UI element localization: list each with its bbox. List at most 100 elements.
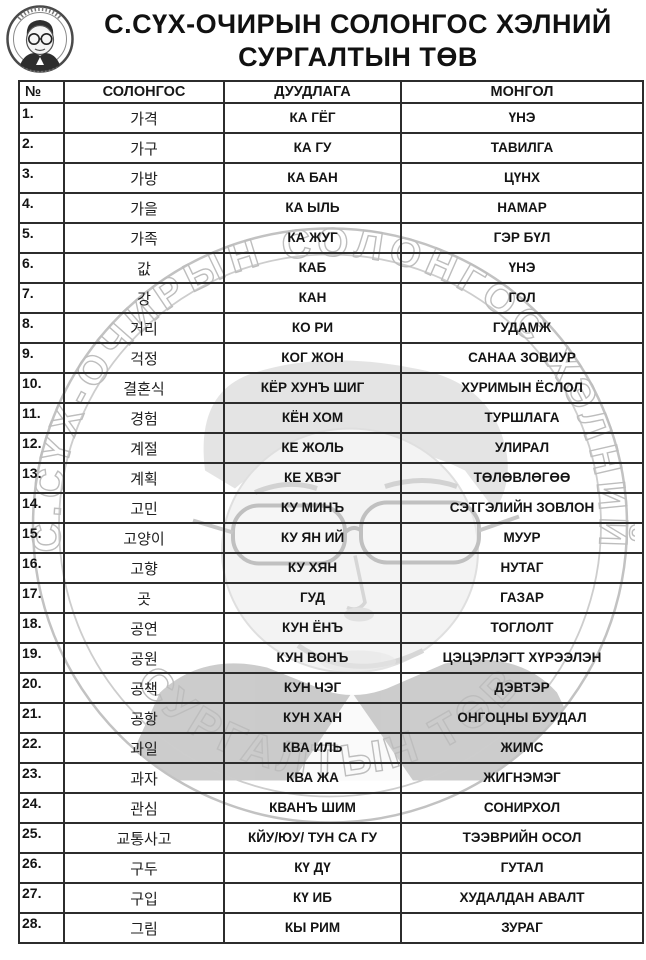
col-header-number: № [18, 80, 65, 104]
portrait-stamp-icon [6, 5, 74, 73]
cell-korean: 계절 [63, 432, 225, 464]
cell-korean: 걱정 [63, 342, 225, 374]
cell-mongolian: ЦҮНХ [400, 162, 644, 194]
cell-korean: 과일 [63, 732, 225, 764]
cell-number: 15. [18, 522, 65, 554]
cell-number: 26. [18, 852, 65, 884]
cell-number: 28. [18, 912, 65, 944]
cell-korean: 가족 [63, 222, 225, 254]
cell-pronunciation: КА ГЁГ [223, 102, 402, 134]
table-row: 24. 관심 КВАНЪ ШИМ СОНИРХОЛ [18, 792, 644, 824]
cell-korean: 값 [63, 252, 225, 284]
cell-pronunciation: ГУД [223, 582, 402, 614]
cell-pronunciation: КУ МИНЪ [223, 492, 402, 524]
cell-pronunciation: КО РИ [223, 312, 402, 344]
table-row: 7. 강 КАН ГОЛ [18, 282, 644, 314]
table-row: 20. 공책 КУН ЧЭГ ДЭВТЭР [18, 672, 644, 704]
cell-korean: 가격 [63, 102, 225, 134]
table-row: 17. 곳 ГУД ГАЗАР [18, 582, 644, 614]
cell-number: 22. [18, 732, 65, 764]
cell-korean: 가구 [63, 132, 225, 164]
vocab-table-body: 1. 가격 КА ГЁГ ҮНЭ 2. 가구 КА ГУ ТАВИЛГА 3. … [18, 102, 644, 944]
cell-mongolian: ДЭВТЭР [400, 672, 644, 704]
table-row: 10. 결혼식 КЁР ХУНЪ ШИГ ХУРИМЫН ЁСЛОЛ [18, 372, 644, 404]
cell-pronunciation: КУН ЧЭГ [223, 672, 402, 704]
cell-pronunciation: КЫ РИМ [223, 912, 402, 944]
table-row: 5. 가족 КА ЖУГ ГЭР БҮЛ [18, 222, 644, 254]
cell-number: 10. [18, 372, 65, 404]
cell-pronunciation: КУ ХЯН [223, 552, 402, 584]
col-header-pronunciation: ДУУДЛАГА [223, 80, 402, 104]
cell-pronunciation: КАБ [223, 252, 402, 284]
cell-pronunciation: КЕ ЖОЛЬ [223, 432, 402, 464]
table-row: 3. 가방 КА БАН ЦҮНХ [18, 162, 644, 194]
cell-korean: 경험 [63, 402, 225, 434]
vocab-table: № СОЛОНГОС ДУУДЛАГА МОНГОЛ 1. 가격 КА ГЁГ … [18, 80, 644, 944]
table-row: 21. 공항 КУН ХАН ОНГОЦНЫ БУУДАЛ [18, 702, 644, 734]
cell-pronunciation: КУН ЁНЪ [223, 612, 402, 644]
cell-mongolian: УЛИРАЛ [400, 432, 644, 464]
cell-pronunciation: КУН ХАН [223, 702, 402, 734]
cell-mongolian: НАМАР [400, 192, 644, 224]
cell-mongolian: ХУДАЛДАН АВАЛТ [400, 882, 644, 914]
table-row: 25. 교통사고 КЙУ/ЮУ/ ТУН СА ГУ ТЭЭВРИЙН ОСОЛ [18, 822, 644, 854]
table-header-row: № СОЛОНГОС ДУУДЛАГА МОНГОЛ [18, 80, 644, 104]
cell-mongolian: ХУРИМЫН ЁСЛОЛ [400, 372, 644, 404]
table-row: 23. 과자 КВА ЖА ЖИГНЭМЭГ [18, 762, 644, 794]
table-row: 9. 걱정 КОГ ЖОН САНАА ЗОВИУР [18, 342, 644, 374]
cell-mongolian: САНАА ЗОВИУР [400, 342, 644, 374]
table-row: 8. 거리 КО РИ ГУДАМЖ [18, 312, 644, 344]
cell-korean: 고양이 [63, 522, 225, 554]
cell-mongolian: ГУТАЛ [400, 852, 644, 884]
cell-pronunciation: КЙУ/ЮУ/ ТУН СА ГУ [223, 822, 402, 854]
page-title-line-2: СУРГАЛТЫН ТӨВ [238, 41, 478, 72]
cell-number: 4. [18, 192, 65, 224]
cell-korean: 고향 [63, 552, 225, 584]
cell-pronunciation: КА ЖУГ [223, 222, 402, 254]
cell-pronunciation: КУ ЯН ИЙ [223, 522, 402, 554]
cell-korean: 강 [63, 282, 225, 314]
col-header-korean: СОЛОНГОС [63, 80, 225, 104]
cell-pronunciation: КВА ЖА [223, 762, 402, 794]
cell-mongolian: ТУРШЛАГА [400, 402, 644, 434]
cell-mongolian: ЖИГНЭМЭГ [400, 762, 644, 794]
cell-number: 12. [18, 432, 65, 464]
table-row: 14. 고민 КУ МИНЪ СЭТГЭЛИЙН ЗОВЛОН [18, 492, 644, 524]
cell-number: 3. [18, 162, 65, 194]
cell-pronunciation: КОГ ЖОН [223, 342, 402, 374]
cell-pronunciation: КА ЫЛЬ [223, 192, 402, 224]
cell-mongolian: ТАВИЛГА [400, 132, 644, 164]
cell-mongolian: ГОЛ [400, 282, 644, 314]
cell-number: 17. [18, 582, 65, 614]
page-title: С.СҮХ-ОЧИРЫН СОЛОНГОС ХЭЛНИЙ СУРГАЛТЫН Т… [80, 8, 636, 74]
cell-pronunciation: КЁН ХОМ [223, 402, 402, 434]
cell-number: 25. [18, 822, 65, 854]
cell-korean: 거리 [63, 312, 225, 344]
cell-number: 11. [18, 402, 65, 434]
cell-mongolian: СЭТГЭЛИЙН ЗОВЛОН [400, 492, 644, 524]
cell-number: 7. [18, 282, 65, 314]
cell-korean: 관심 [63, 792, 225, 824]
cell-number: 8. [18, 312, 65, 344]
cell-mongolian: ГАЗАР [400, 582, 644, 614]
table-row: 12. 계절 КЕ ЖОЛЬ УЛИРАЛ [18, 432, 644, 464]
table-row: 11. 경험 КЁН ХОМ ТУРШЛАГА [18, 402, 644, 434]
cell-korean: 구두 [63, 852, 225, 884]
cell-korean: 공항 [63, 702, 225, 734]
cell-mongolian: ГЭР БҮЛ [400, 222, 644, 254]
cell-korean: 공책 [63, 672, 225, 704]
cell-number: 27. [18, 882, 65, 914]
cell-number: 13. [18, 462, 65, 494]
cell-korean: 과자 [63, 762, 225, 794]
cell-mongolian: ТӨЛӨВЛӨГӨӨ [400, 462, 644, 494]
cell-korean: 결혼식 [63, 372, 225, 404]
table-row: 22. 과일 КВА ИЛЬ ЖИМС [18, 732, 644, 764]
table-row: 1. 가격 КА ГЁГ ҮНЭ [18, 102, 644, 134]
table-row: 16. 고향 КУ ХЯН НУТАГ [18, 552, 644, 584]
cell-korean: 가방 [63, 162, 225, 194]
cell-number: 21. [18, 702, 65, 734]
cell-mongolian: НУТАГ [400, 552, 644, 584]
cell-number: 9. [18, 342, 65, 374]
cell-number: 1. [18, 102, 65, 134]
table-row: 28. 그림 КЫ РИМ ЗУРАГ [18, 912, 644, 944]
